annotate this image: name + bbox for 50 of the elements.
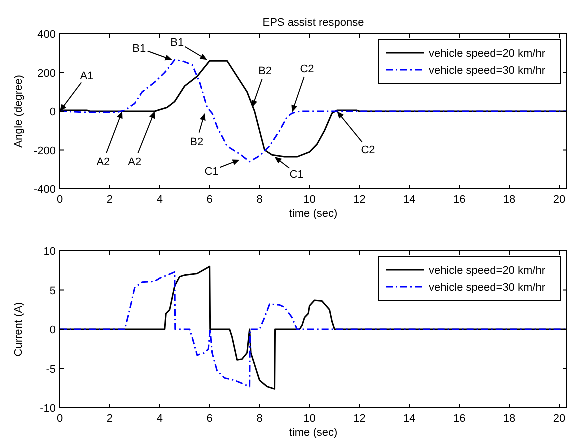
annotation: C1 bbox=[204, 166, 219, 178]
y-tick-label: 400 bbox=[38, 29, 56, 41]
x-tick-label: 18 bbox=[503, 194, 516, 206]
x-tick-label: 16 bbox=[453, 194, 466, 206]
y-tick-label: 0 bbox=[50, 106, 56, 118]
y-tick-label: -400 bbox=[34, 184, 56, 196]
y-tick-label: -200 bbox=[34, 145, 56, 158]
x-tick-label: 2 bbox=[106, 413, 114, 425]
x-tick-label: 4 bbox=[156, 413, 163, 425]
x-tick-label: 20 bbox=[553, 194, 566, 206]
x-tick-label: 8 bbox=[256, 194, 263, 206]
x-axis-title: time (sec) bbox=[289, 427, 338, 439]
y-tick-label: -10 bbox=[40, 403, 56, 415]
x-tick-label: 14 bbox=[404, 413, 416, 425]
legend-label: vehicle speed=20 km/hr bbox=[429, 265, 546, 277]
x-tick-label: 6 bbox=[206, 413, 213, 425]
chart-title: EPS assist response bbox=[262, 17, 364, 29]
annotation: A2 bbox=[128, 156, 142, 168]
y-tick-label: -5 bbox=[46, 364, 56, 376]
x-tick-label: 14 bbox=[404, 194, 416, 206]
x-tick-label: 18 bbox=[503, 413, 516, 425]
y-tick-label: 5 bbox=[50, 285, 56, 298]
x-tick-label: 10 bbox=[304, 413, 316, 425]
x-tick-label: 12 bbox=[354, 413, 366, 425]
legend-label: vehicle speed=20 km/hr bbox=[429, 48, 546, 60]
y-tick-label: 200 bbox=[38, 68, 56, 80]
annotation: C2 bbox=[361, 144, 376, 156]
x-tick-label: 16 bbox=[453, 413, 466, 425]
y-tick-label: 10 bbox=[44, 246, 56, 258]
x-tick-label: 6 bbox=[206, 194, 213, 206]
x-tick-label: 4 bbox=[156, 194, 163, 206]
annotation: A1 bbox=[80, 70, 94, 82]
x-tick-label: 2 bbox=[106, 194, 114, 206]
x-tick-label: 12 bbox=[354, 194, 366, 206]
annotation: A2 bbox=[96, 156, 110, 168]
x-tick-label: 20 bbox=[553, 413, 566, 425]
annotation: B1 bbox=[170, 37, 184, 50]
legend-label: vehicle speed=30 km/hr bbox=[429, 65, 546, 77]
legend-label: vehicle speed=30 km/hr bbox=[429, 282, 546, 294]
x-tick-label: 8 bbox=[256, 413, 263, 425]
annotation: B2 bbox=[258, 66, 272, 78]
annotation: C2 bbox=[300, 63, 314, 76]
y-tick-label: 0 bbox=[50, 324, 56, 336]
annotation: B2 bbox=[190, 136, 204, 148]
y-axis-title: Angle (degree) bbox=[13, 75, 25, 148]
y-axis-title: Current (A) bbox=[13, 302, 25, 357]
x-axis-title: time (sec) bbox=[289, 208, 338, 220]
annotation: B1 bbox=[132, 43, 146, 56]
x-tick-label: 10 bbox=[304, 194, 316, 206]
annotation: C1 bbox=[290, 169, 304, 182]
